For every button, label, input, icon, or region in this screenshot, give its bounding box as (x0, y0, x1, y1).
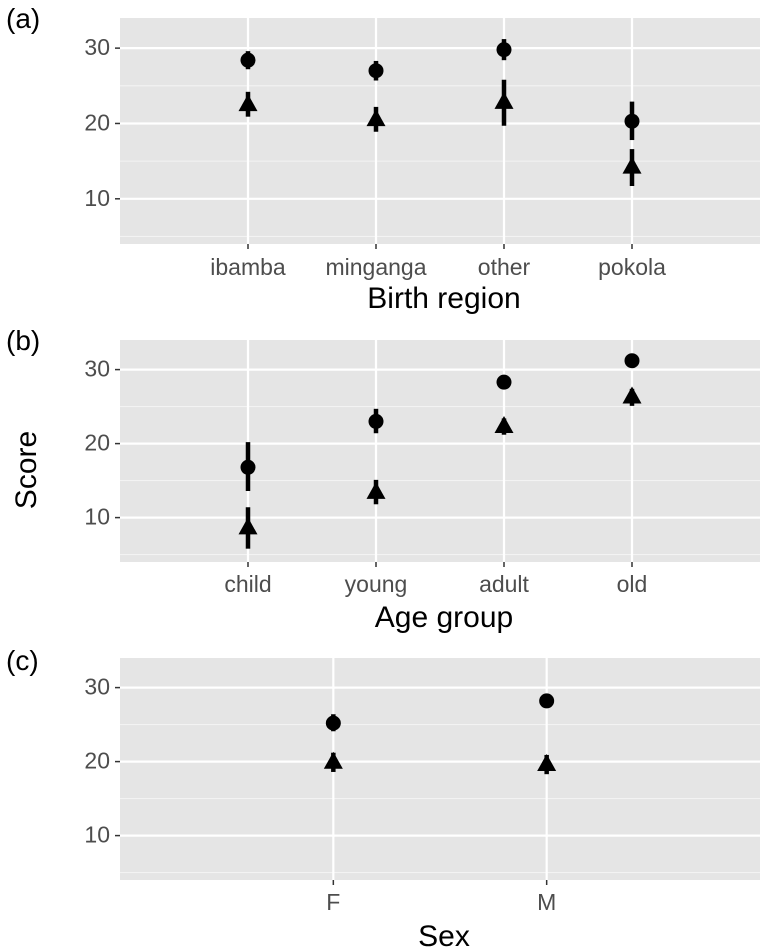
x-tick-label: M (537, 889, 556, 915)
data-point-circle (496, 42, 512, 58)
panel-label: (b) (6, 325, 40, 356)
data-point-circle (624, 113, 640, 129)
data-point-triangle (366, 109, 386, 127)
x-tick-label: young (345, 571, 408, 597)
x-axis-title: Sex (418, 920, 470, 952)
panel-background (120, 340, 760, 562)
data-point-triangle (494, 416, 514, 434)
data-point-circle (368, 63, 384, 79)
data-point-triangle (366, 481, 386, 499)
x-axis-title: Birth region (367, 282, 520, 315)
y-tick-label: 20 (84, 430, 110, 456)
y-tick-label: 30 (84, 356, 110, 382)
data-point-circle (240, 52, 256, 68)
y-tick-label: 20 (84, 110, 110, 136)
panel-1: 10 20 30 child young adult old (b) Age group (6, 325, 760, 634)
x-tick-label: minganga (325, 254, 426, 280)
data-point-circle (496, 374, 512, 390)
panel-background (120, 658, 760, 880)
y-tick-label: 20 (84, 748, 110, 774)
data-point-triangle (323, 751, 343, 769)
x-tick-label: child (224, 571, 271, 597)
data-point-circle (240, 459, 256, 475)
x-axis-title: Age group (375, 601, 513, 634)
data-point-triangle (238, 94, 258, 112)
x-tick-label: ibamba (210, 254, 286, 280)
data-point-circle (368, 413, 384, 429)
y-tick-label: 10 (84, 185, 110, 211)
panel-2: 10 20 30 F M (c) Sex (6, 645, 760, 952)
data-point-circle (539, 693, 555, 709)
y-tick-label: 30 (84, 674, 110, 700)
x-tick-label: pokola (598, 254, 666, 280)
panel-label: (a) (6, 3, 40, 34)
x-tick-label: F (326, 889, 340, 915)
y-axis-title: Score (10, 431, 43, 509)
x-tick-label: adult (479, 571, 529, 597)
data-point-triangle (238, 517, 258, 535)
data-point-triangle (537, 754, 557, 772)
x-tick-label: old (617, 571, 648, 597)
data-point-triangle (622, 156, 642, 174)
x-tick-label: other (478, 254, 531, 280)
y-tick-label: 30 (84, 34, 110, 60)
data-point-circle (624, 353, 640, 369)
panel-background (120, 18, 760, 244)
data-point-triangle (622, 386, 642, 404)
panel-label: (c) (6, 645, 39, 676)
y-tick-label: 10 (84, 822, 110, 848)
data-point-triangle (494, 91, 514, 109)
panel-0: 10 20 30 ibamba minganga other pokola (a) Birth … (6, 3, 760, 315)
y-tick-label: 10 (84, 504, 110, 530)
panels: 10 20 30 ibamba minganga other pokola (a) Birth … (6, 3, 760, 952)
data-point-circle (325, 715, 341, 731)
